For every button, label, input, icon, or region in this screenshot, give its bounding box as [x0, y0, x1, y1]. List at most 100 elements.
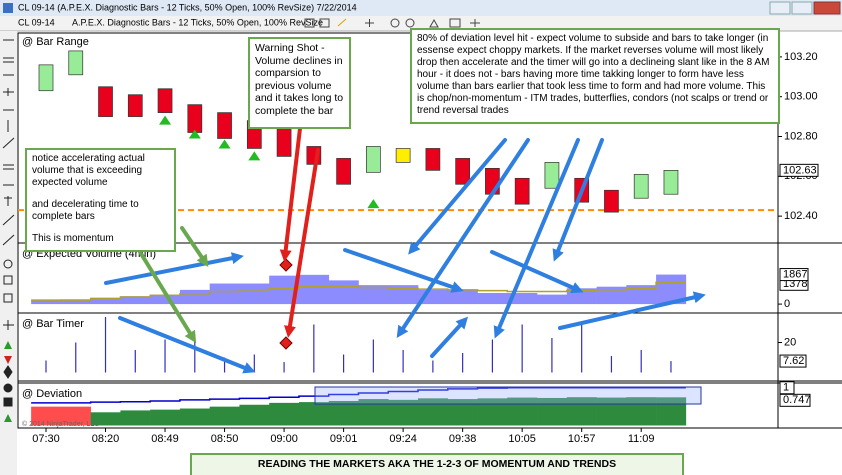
histogram-bar [626, 285, 657, 305]
candle [68, 50, 84, 76]
tool-icon[interactable] [3, 293, 13, 303]
annotation-line: This is momentum [32, 233, 114, 244]
tool-icon[interactable] [365, 19, 374, 27]
signal-triangle [248, 151, 261, 161]
histogram-bar [298, 402, 330, 426]
panel-label: @ Bar Range [22, 36, 89, 48]
tool-icon[interactable] [429, 18, 439, 28]
tool-icon[interactable] [337, 18, 347, 27]
x-tick-label: 09:24 [389, 433, 417, 445]
annotation-arrows [104, 118, 706, 374]
value-box-label: 1 [783, 382, 789, 394]
histogram-bar [150, 294, 181, 305]
histogram-bar [447, 289, 478, 305]
histogram-bar [60, 406, 91, 426]
x-tick-label: 10:57 [568, 433, 596, 445]
highlight-box [314, 386, 702, 405]
x-tick-label: 10:05 [508, 433, 536, 445]
panel-label: @ Deviation [22, 388, 82, 400]
x-tick-label: 08:50 [211, 433, 239, 445]
minimize-button[interactable] [769, 1, 791, 15]
candle [604, 189, 619, 213]
tool-icon[interactable] [4, 414, 12, 422]
x-tick-label: 08:20 [92, 433, 120, 445]
arrow [104, 252, 244, 285]
tool-icon[interactable] [2, 214, 15, 226]
candle [366, 146, 381, 173]
series-line [31, 387, 686, 404]
histogram-bar [626, 397, 657, 426]
arrow [490, 250, 584, 294]
tool-icon[interactable] [319, 18, 330, 28]
value-box-label: 1378 [783, 278, 807, 290]
y-tick-label: 20 [784, 336, 796, 348]
tool-icon[interactable] [4, 341, 12, 349]
x-tick-label: 08:49 [151, 433, 179, 445]
histogram-bar [209, 406, 240, 426]
tool-icon[interactable] [3, 164, 14, 170]
y-tick-label: 0 [784, 298, 790, 310]
title-bar [0, 0, 842, 16]
tool-icon[interactable] [3, 57, 14, 63]
tool-icon[interactable] [4, 356, 12, 364]
banner: READING THE MARKETS AKA THE 1-2-3 OF MOM… [190, 453, 684, 475]
drawing-tools [2, 39, 15, 422]
tool-icon[interactable] [3, 397, 13, 407]
histogram-bar [388, 285, 419, 305]
histogram-bar [507, 293, 538, 305]
x-tick-label: 09:00 [270, 433, 298, 445]
toolbar-icons [304, 18, 480, 28]
bar-type-selector[interactable]: A.P.E.X. Diagnostic Bars - 12 Ticks, 50%… [72, 17, 323, 27]
histogram-bar [358, 399, 389, 426]
candle [633, 173, 649, 199]
tool-icon[interactable] [405, 18, 415, 28]
tool-icon[interactable] [3, 383, 13, 393]
histogram-bar [477, 398, 508, 426]
arrow [180, 226, 209, 267]
histogram-bar [179, 408, 210, 426]
candle [544, 162, 560, 189]
app-icon [3, 3, 13, 13]
tool-icon[interactable] [304, 18, 315, 28]
candle [663, 169, 679, 195]
histogram-bar [328, 400, 359, 426]
arrow [284, 148, 320, 338]
tool-icon[interactable] [470, 19, 480, 27]
tool-icon[interactable] [4, 196, 12, 206]
histogram-bar [60, 299, 91, 305]
maximize-button[interactable] [791, 1, 813, 15]
candle [217, 112, 232, 139]
x-tick-label: 09:01 [330, 433, 358, 445]
histogram-bar [298, 274, 330, 305]
close-button[interactable] [813, 1, 841, 15]
histogram-bar [120, 410, 151, 426]
tool-icon[interactable] [3, 275, 13, 285]
tool-icon[interactable] [2, 137, 15, 149]
tool-icon[interactable] [3, 365, 13, 379]
warning-marker [279, 336, 293, 350]
tool-icon[interactable] [2, 234, 15, 246]
tool-icon[interactable] [449, 18, 461, 28]
candle [38, 64, 54, 92]
y-tick-label: 102.80 [784, 130, 818, 142]
histogram-bar [120, 296, 151, 305]
signal-triangle [367, 199, 380, 209]
tool-icon[interactable] [3, 320, 14, 330]
histogram-bar [596, 286, 627, 305]
arrow [138, 250, 197, 344]
histogram-bar [179, 289, 210, 305]
candle [336, 158, 351, 185]
candle [187, 104, 203, 133]
tool-icon[interactable] [390, 18, 400, 28]
histogram-bar [239, 404, 270, 426]
instrument-selector[interactable]: CL 09-14 [18, 17, 55, 27]
x-tick-label: 09:38 [449, 433, 477, 445]
tool-icon[interactable] [3, 259, 13, 269]
tool-icon[interactable] [3, 88, 14, 96]
histogram-bar [31, 406, 62, 426]
arrow [552, 138, 604, 262]
histogram-bar [656, 397, 687, 426]
copyright: © 2014 NinjaTrader, LLC [22, 420, 99, 428]
arrow [396, 138, 530, 339]
